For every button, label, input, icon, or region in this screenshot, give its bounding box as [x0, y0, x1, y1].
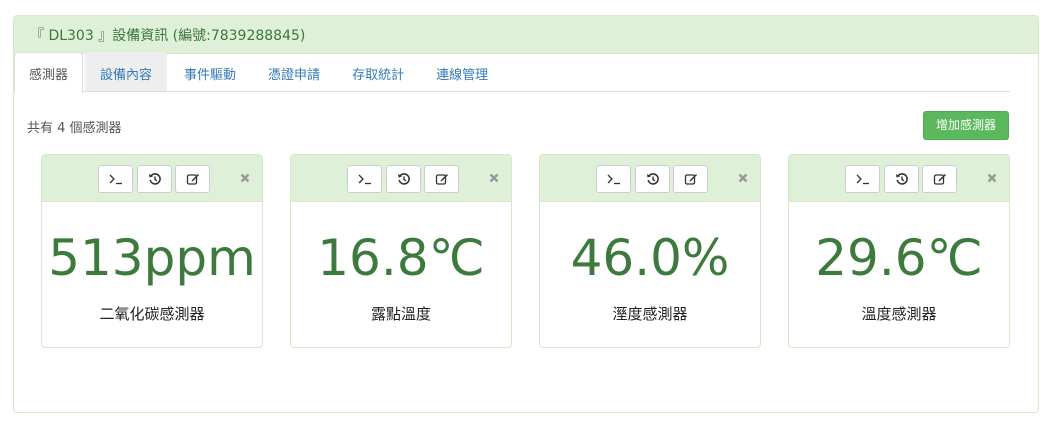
- sensor-value: 16.8℃: [317, 229, 485, 287]
- edit-icon: [186, 174, 199, 185]
- tab-sensors[interactable]: 感測器: [14, 52, 84, 93]
- sensor-card: 46.0% 溼度感測器: [539, 154, 761, 348]
- edit-button[interactable]: [175, 165, 210, 193]
- sensor-card: 513ppm 二氧化碳感測器: [41, 154, 263, 348]
- history-button[interactable]: [386, 165, 421, 193]
- sensor-name: 露點溫度: [370, 305, 431, 323]
- terminal-button[interactable]: [845, 165, 880, 193]
- sensor-card-toolbar: [789, 155, 1009, 202]
- tab-access-stats[interactable]: 存取統計: [352, 68, 405, 83]
- sensor-card-toolbar: [291, 155, 511, 202]
- edit-button[interactable]: [922, 165, 957, 193]
- sensor-card-toolbar: [42, 155, 262, 202]
- add-sensor-button[interactable]: 增加感測器: [923, 111, 1009, 140]
- edit-icon: [684, 174, 697, 185]
- history-button[interactable]: [635, 165, 670, 193]
- tab-event-driven[interactable]: 事件驅動: [184, 68, 237, 83]
- tab-certificate[interactable]: 憑證申請: [268, 68, 321, 83]
- terminal-icon: [358, 174, 371, 185]
- edit-icon: [435, 174, 448, 185]
- sensor-value: 513ppm: [48, 229, 256, 287]
- panel-title: 『 DL303 』設備資訊 (編號:7839288845): [14, 16, 1038, 54]
- tab-connection[interactable]: 連線管理: [436, 68, 489, 83]
- sensor-value: 46.0%: [570, 229, 730, 287]
- sensor-card: 16.8℃ 露點溫度: [290, 154, 512, 348]
- terminal-icon: [109, 174, 122, 185]
- close-icon[interactable]: [736, 171, 750, 185]
- sensor-name: 溫度感測器: [861, 305, 937, 323]
- tab-bar: 感測器 設備內容 事件驅動 憑證申請 存取統計 連線管理: [14, 52, 1010, 93]
- sensor-count: 共有 4 個感測器: [27, 121, 122, 136]
- terminal-icon: [607, 174, 620, 185]
- sensor-card-toolbar: [540, 155, 760, 202]
- terminal-button[interactable]: [347, 165, 382, 193]
- close-icon[interactable]: [487, 171, 501, 185]
- tab-device-content[interactable]: 設備內容: [85, 52, 168, 92]
- sensor-value: 29.6℃: [815, 229, 983, 287]
- terminal-icon: [856, 174, 869, 185]
- close-icon[interactable]: [985, 171, 999, 185]
- history-icon: [646, 173, 659, 185]
- edit-button[interactable]: [424, 165, 459, 193]
- history-button[interactable]: [884, 165, 919, 193]
- history-icon: [397, 173, 410, 185]
- history-button[interactable]: [137, 165, 172, 193]
- terminal-button[interactable]: [98, 165, 133, 193]
- edit-button[interactable]: [673, 165, 708, 193]
- history-icon: [148, 173, 161, 185]
- sensor-name: 二氧化碳感測器: [99, 305, 205, 323]
- history-icon: [895, 173, 908, 185]
- edit-icon: [933, 174, 946, 185]
- close-icon[interactable]: [238, 171, 252, 185]
- sensor-name: 溼度感測器: [612, 305, 688, 323]
- sensor-card: 29.6℃ 溫度感測器: [788, 154, 1010, 348]
- terminal-button[interactable]: [596, 165, 631, 193]
